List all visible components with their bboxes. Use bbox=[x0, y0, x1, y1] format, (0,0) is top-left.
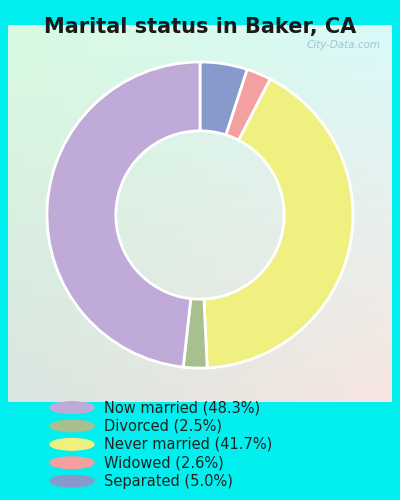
Circle shape bbox=[50, 476, 94, 487]
Text: Never married (41.7%): Never married (41.7%) bbox=[104, 437, 272, 452]
Circle shape bbox=[50, 457, 94, 468]
Text: Separated (5.0%): Separated (5.0%) bbox=[104, 474, 233, 488]
Wedge shape bbox=[204, 79, 353, 368]
Text: Marital status in Baker, CA: Marital status in Baker, CA bbox=[44, 18, 356, 38]
Wedge shape bbox=[200, 62, 247, 135]
Wedge shape bbox=[47, 62, 200, 367]
Text: Widowed (2.6%): Widowed (2.6%) bbox=[104, 455, 224, 470]
Text: Divorced (2.5%): Divorced (2.5%) bbox=[104, 418, 222, 434]
Circle shape bbox=[50, 402, 94, 413]
Wedge shape bbox=[183, 298, 207, 368]
Text: Now married (48.3%): Now married (48.3%) bbox=[104, 400, 260, 415]
Text: City-Data.com: City-Data.com bbox=[306, 40, 380, 50]
Circle shape bbox=[50, 438, 94, 450]
Wedge shape bbox=[226, 70, 270, 140]
Circle shape bbox=[50, 420, 94, 432]
